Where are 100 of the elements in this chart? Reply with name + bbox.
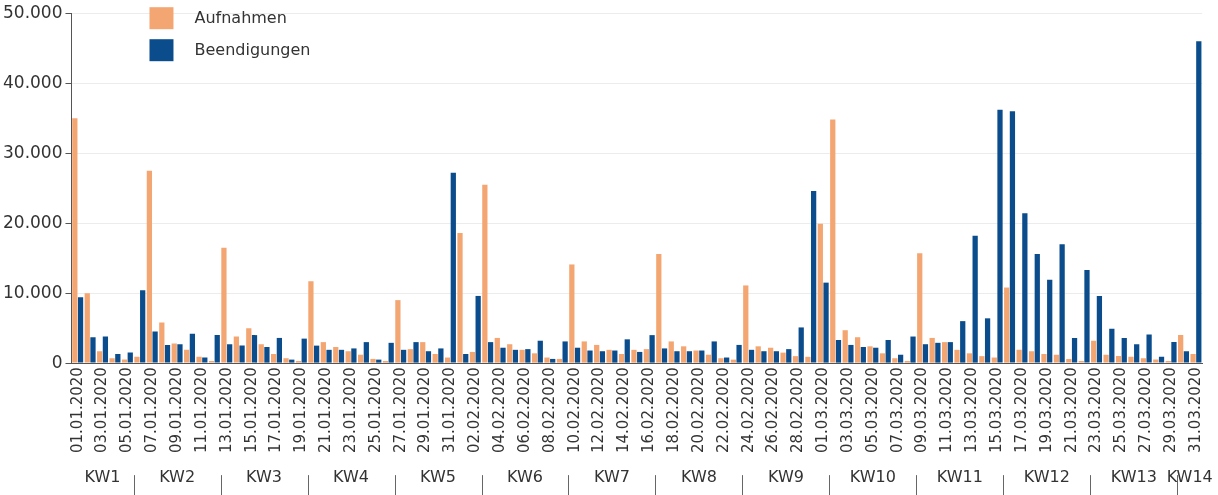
bar	[1059, 244, 1065, 363]
bar	[830, 119, 836, 363]
x-tick-label: 05.01.2020	[117, 367, 136, 454]
text: KW6	[507, 467, 543, 487]
bar	[177, 344, 183, 363]
bar	[1009, 111, 1016, 363]
bar	[544, 357, 550, 363]
bar	[314, 345, 320, 363]
bar	[941, 342, 948, 363]
bar	[289, 359, 295, 363]
x-tick-label: 17.01.2020	[266, 367, 285, 454]
bar	[482, 184, 488, 363]
bar	[320, 342, 326, 363]
bar	[469, 351, 476, 363]
text: KW8	[680, 467, 717, 487]
bar	[947, 342, 953, 363]
y-tick-label: 50.000	[3, 1, 63, 22]
bar	[1004, 287, 1010, 363]
bar	[681, 346, 687, 363]
bar	[954, 349, 960, 363]
x-tick-label: 02.02.2020	[465, 367, 484, 454]
bar	[885, 340, 891, 363]
bar	[854, 337, 861, 363]
bar	[395, 300, 401, 363]
x-tick-label: 14.02.2020	[614, 367, 633, 454]
bar	[768, 347, 774, 363]
x-tick-label: 11.03.2020	[937, 367, 956, 454]
bar	[171, 343, 177, 363]
x-tick-label: 28.02.2020	[788, 367, 807, 454]
bar	[736, 344, 742, 363]
bar	[761, 351, 767, 363]
bar	[189, 333, 196, 363]
bar	[1153, 359, 1159, 363]
x-tick-label: 12.02.2020	[589, 367, 608, 454]
x-tick-label: 23.01.2020	[340, 367, 359, 454]
bar	[519, 349, 525, 363]
bar	[214, 335, 220, 363]
bar	[376, 359, 382, 363]
bar	[718, 358, 724, 363]
bar	[823, 282, 829, 363]
bar	[438, 348, 444, 363]
bar	[1146, 334, 1152, 363]
bar	[1190, 354, 1196, 363]
bar	[308, 281, 314, 363]
bar	[817, 223, 823, 363]
bar	[500, 347, 506, 363]
x-tick-label: 29.03.2020	[1160, 367, 1179, 454]
bar	[1171, 342, 1177, 363]
x-tick-label: 16.02.2020	[639, 367, 658, 454]
bar	[612, 350, 618, 363]
bar	[457, 232, 463, 363]
bar	[699, 350, 705, 363]
x-tick-label: 11.01.2020	[191, 367, 210, 454]
x-tick-label: 03.03.2020	[837, 367, 856, 454]
bar	[1091, 340, 1097, 363]
bar	[264, 347, 270, 363]
bar	[643, 349, 650, 363]
bar	[301, 338, 307, 363]
bar	[1109, 328, 1115, 363]
bar	[1103, 354, 1109, 363]
x-tick-label: 26.02.2020	[763, 367, 782, 454]
bar	[693, 350, 699, 363]
bar	[1066, 358, 1072, 363]
bar	[1071, 337, 1078, 363]
bar	[1140, 358, 1147, 363]
bar	[338, 349, 345, 363]
text: KW11	[936, 467, 983, 487]
bar	[811, 190, 817, 363]
x-tick-label: 08.02.2020	[539, 367, 558, 454]
bar	[146, 170, 153, 363]
y-tick-label: 10.000	[3, 281, 63, 302]
bar	[730, 359, 736, 363]
bar	[1158, 356, 1165, 363]
bar	[1028, 351, 1035, 363]
bar	[152, 331, 158, 363]
bar	[121, 359, 128, 363]
bar	[1115, 356, 1122, 363]
bar	[922, 344, 929, 363]
bar	[97, 351, 103, 363]
bar	[724, 357, 730, 363]
bar	[792, 356, 799, 363]
bar	[569, 264, 575, 363]
bar	[879, 353, 886, 363]
bar	[134, 356, 140, 363]
y-tick-label: 40.000	[3, 71, 63, 92]
bar	[164, 344, 171, 363]
text: KW14	[1166, 467, 1213, 487]
bar	[587, 350, 593, 363]
bar	[917, 253, 923, 363]
bar	[525, 349, 531, 363]
bar	[1047, 279, 1053, 363]
y-tick-label: 20.000	[3, 211, 63, 232]
bar	[444, 357, 451, 363]
bar	[258, 344, 264, 363]
bar	[1196, 41, 1202, 363]
text: KW9	[767, 467, 804, 487]
text: KW4	[333, 467, 370, 487]
bar	[413, 342, 419, 363]
bar	[196, 356, 202, 363]
bar	[475, 295, 481, 363]
